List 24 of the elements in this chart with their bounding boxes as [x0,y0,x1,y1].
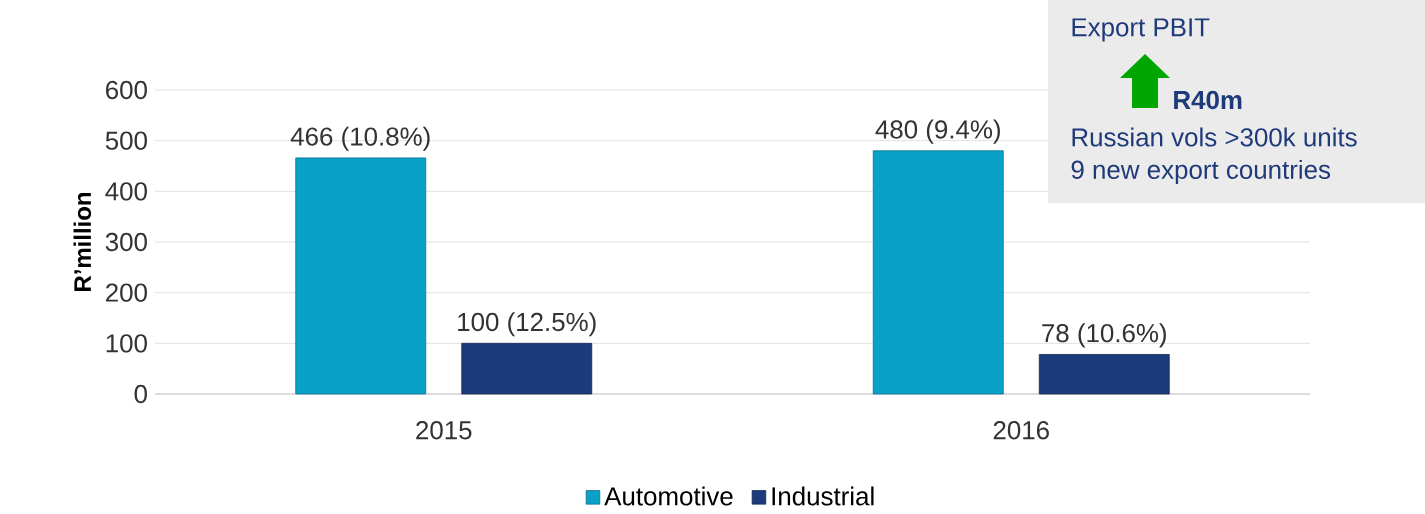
data-label: 78 (10.6%) [1042,323,1166,348]
y-tick-label: 600 [106,80,147,100]
bar [1038,354,1170,395]
annotation: Russian vols >300k units [1072,127,1357,147]
legend-label: Automotive [604,486,733,506]
data-label: 480 (9.4%) [875,119,1000,144]
bar [461,342,593,395]
legend-label: Industrial [772,486,874,506]
y-tick-label: 300 [105,232,147,252]
y-axis-title: R’million [73,192,92,291]
data-label: 100 (12.5%) [458,312,596,337]
bar [872,150,1004,395]
data-label: 466 (10.8%) [290,126,430,151]
x-tick-label: 2015 [416,421,472,440]
annotation: R40m [1174,90,1242,110]
annotation: 9 new export countries [1071,159,1331,185]
y-tick-label: 400 [105,182,147,201]
bar [295,157,427,395]
y-tick-label: 500 [105,131,147,150]
x-tick-label: 2016 [993,421,1049,440]
y-tick-label: 200 [106,283,147,302]
y-tick-label: 100 [106,334,147,353]
text: Export PBIT [1072,18,1210,42]
y-tick-label: 0 [134,384,147,404]
